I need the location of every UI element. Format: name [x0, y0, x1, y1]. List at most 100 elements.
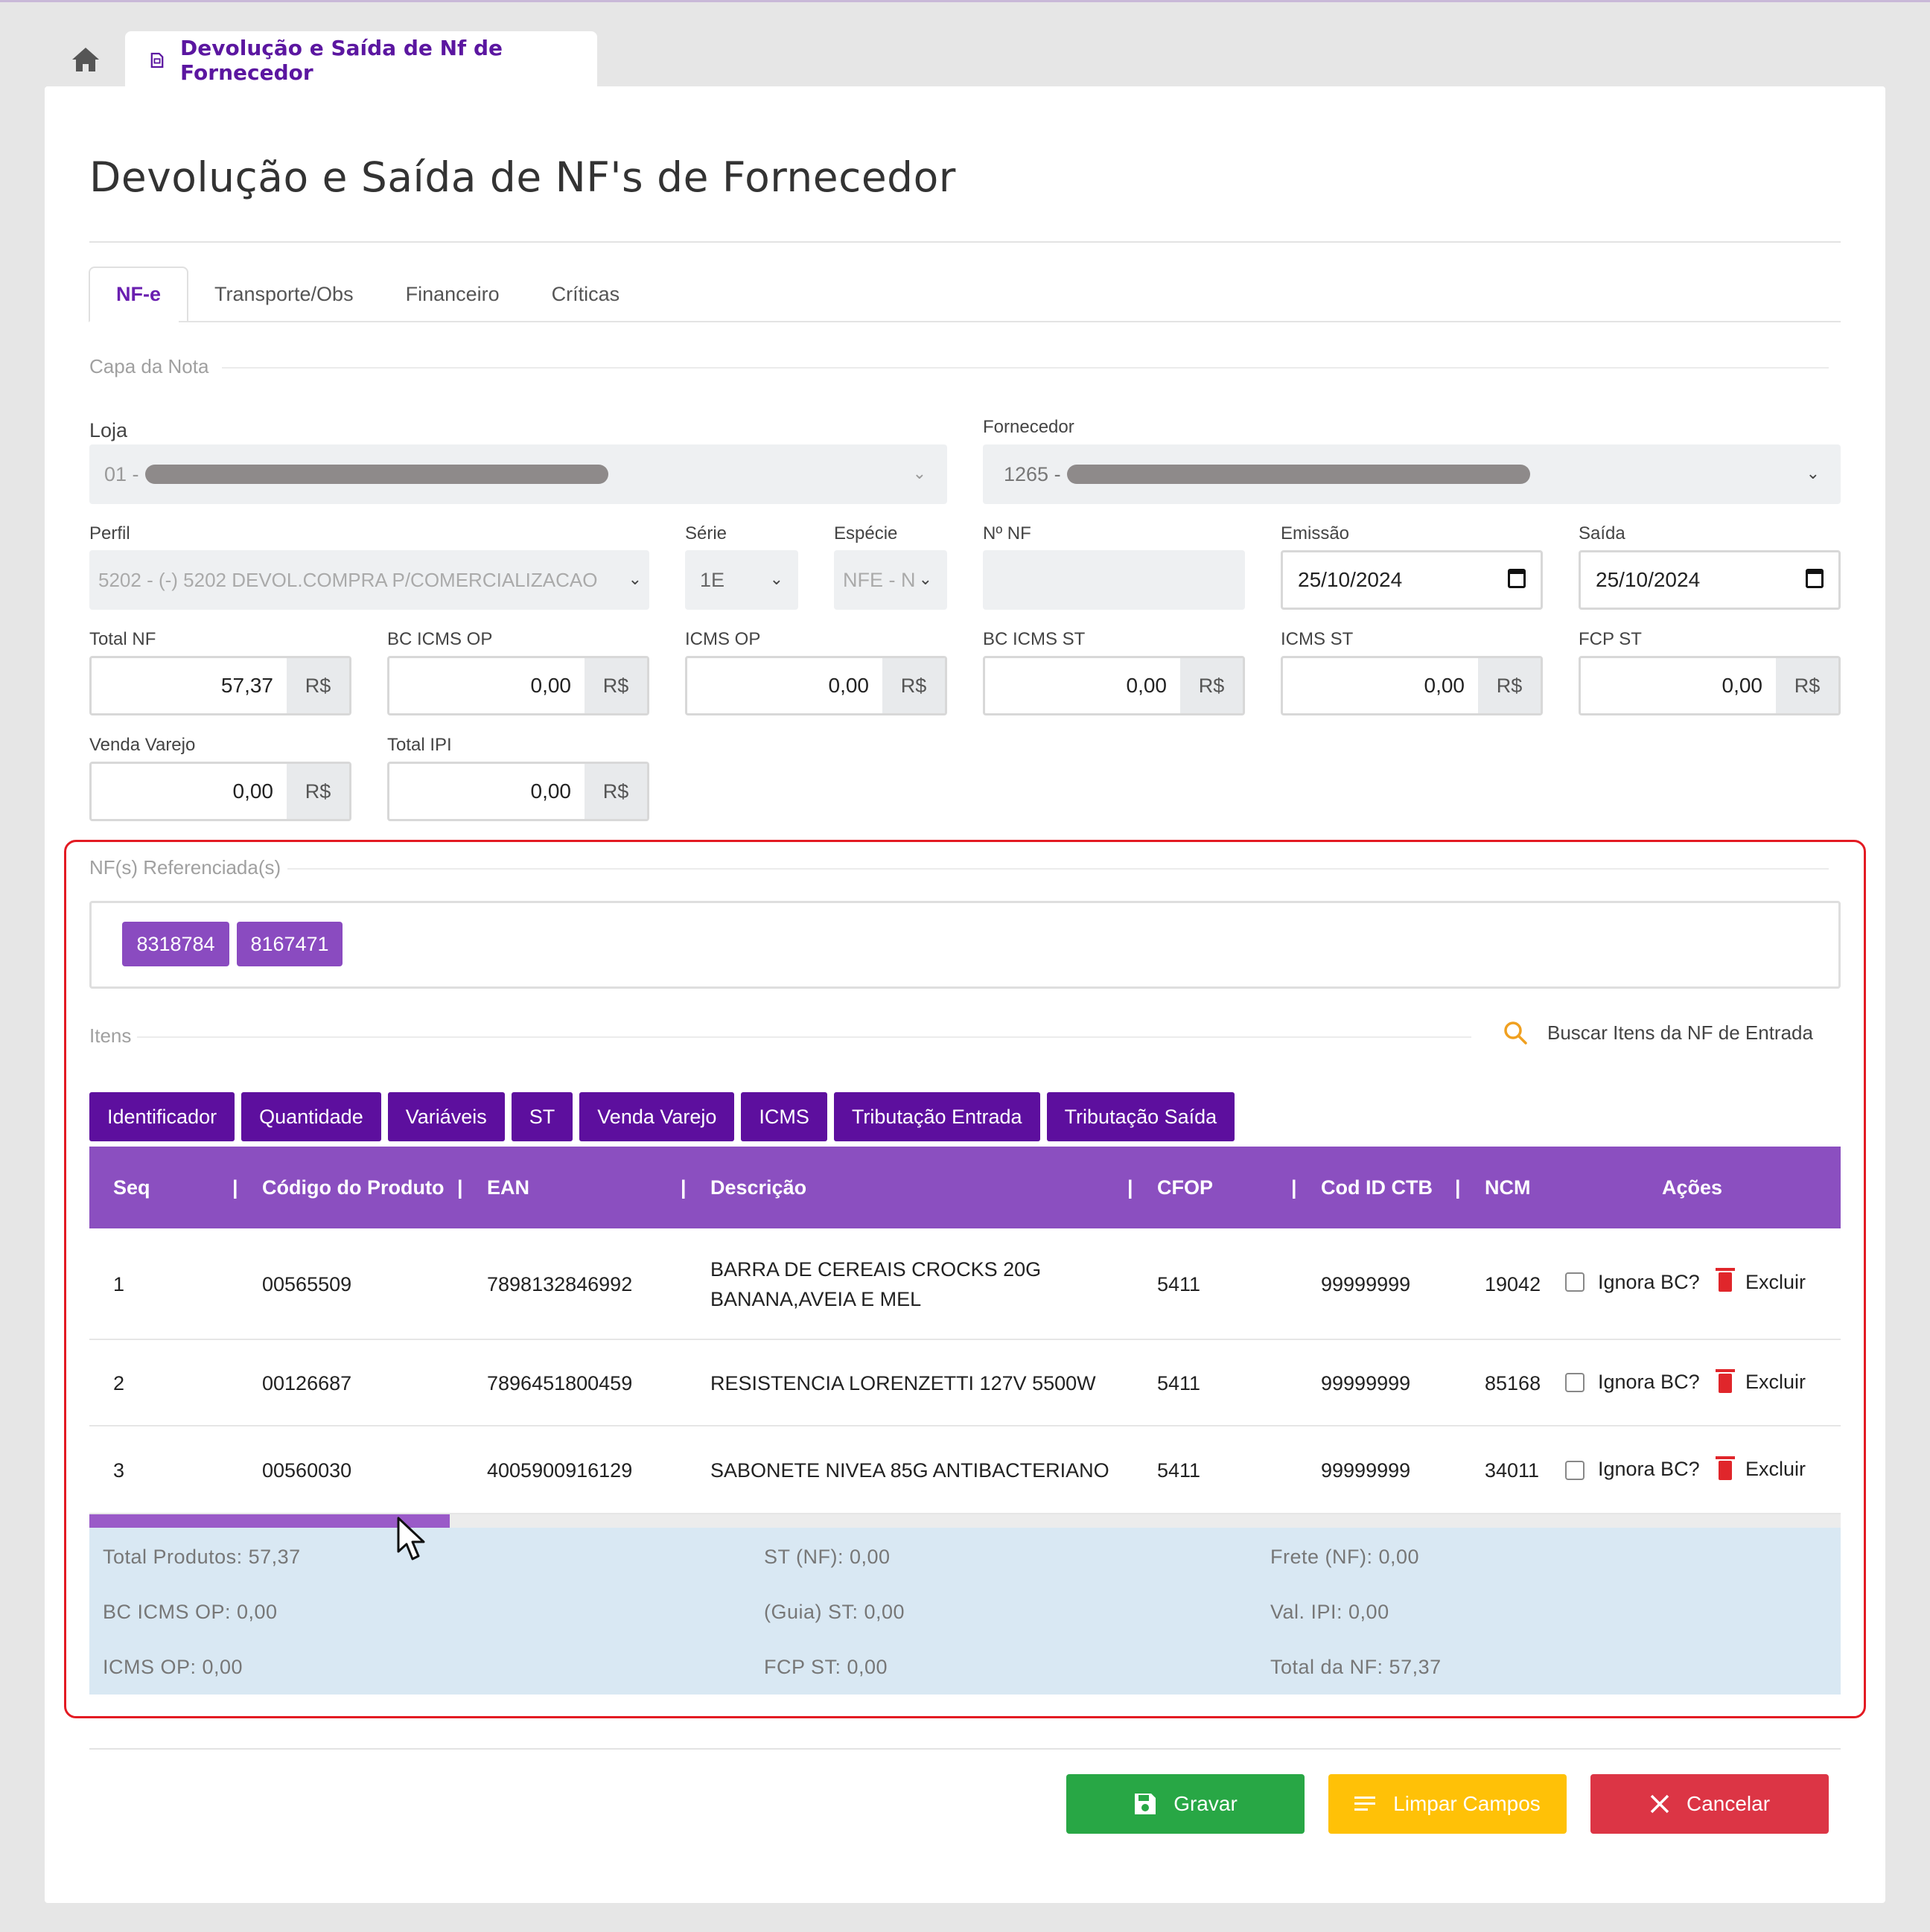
horizontal-scrollbar[interactable]: [89, 1514, 1841, 1528]
excluir-button[interactable]: Excluir: [1745, 1457, 1806, 1480]
column-toggle-buttons: Identificador Quantidade Variáveis ST Ve…: [89, 1092, 1235, 1141]
bc-icms-st-value: 0,00: [1126, 674, 1168, 697]
cancelar-button[interactable]: Cancelar: [1590, 1774, 1829, 1834]
saida-value: 25/10/2024: [1596, 568, 1701, 591]
ignora-bc-label: Ignora BC?: [1598, 1370, 1700, 1393]
trash-icon[interactable]: [1716, 1228, 1735, 1336]
checkbox-icon[interactable]: [1565, 1272, 1585, 1292]
th-ncm[interactable]: NCM: [1485, 1176, 1531, 1199]
total-da-nf: Total da NF: 57,37: [1270, 1656, 1442, 1678]
col-btn-tributacao-entrada[interactable]: Tributação Entrada: [833, 1092, 1040, 1141]
highlight-frame: [64, 840, 1866, 1718]
table-row: 3 00560030 4005900916129 SABONETE NIVEA …: [89, 1426, 1841, 1514]
checkbox-icon[interactable]: [1565, 1461, 1585, 1480]
th-ean[interactable]: EAN: [487, 1176, 530, 1199]
scrollbar-thumb[interactable]: [89, 1514, 450, 1528]
ignora-bc-checkbox[interactable]: [1565, 1426, 1585, 1514]
icms-st-input[interactable]: 0,00 R$: [1281, 656, 1543, 715]
excluir-button[interactable]: Excluir: [1745, 1370, 1806, 1393]
venda-varejo-input[interactable]: 0,00 R$: [89, 762, 351, 821]
trash-icon[interactable]: [1716, 1426, 1735, 1514]
total-icms-op: ICMS OP: 0,00: [103, 1656, 243, 1678]
total-nf-input[interactable]: 57,37 R$: [89, 656, 351, 715]
chevron-down-icon: ⌄: [918, 570, 932, 588]
especie-select[interactable]: NFE - N ⌄: [834, 550, 947, 610]
nro-nf-label: Nº NF: [983, 523, 1031, 543]
page-tab-label: Devolução e Saída de Nf de Fornecedor: [180, 36, 503, 85]
icms-st-label: ICMS ST: [1281, 629, 1354, 649]
home-tab[interactable]: [60, 37, 112, 82]
col-btn-st[interactable]: ST: [511, 1092, 573, 1141]
serie-select[interactable]: 1E ⌄: [685, 550, 798, 610]
referenciadas-box[interactable]: [89, 901, 1841, 989]
tab-financeiro[interactable]: Financeiro: [405, 283, 500, 305]
currency-addon: R$: [1478, 658, 1541, 713]
close-icon: [1650, 1794, 1669, 1814]
column-divider[interactable]: |: [457, 1176, 463, 1199]
bc-icms-op-input[interactable]: 0,00 R$: [387, 656, 649, 715]
column-divider[interactable]: |: [1127, 1176, 1133, 1199]
limpar-campos-button[interactable]: Limpar Campos: [1328, 1774, 1567, 1834]
page-tab[interactable]: Devolução e Saída de Nf de Fornecedor: [125, 31, 597, 89]
col-btn-venda-varejo[interactable]: Venda Varejo: [579, 1092, 735, 1141]
ignora-bc-checkbox[interactable]: [1565, 1228, 1585, 1336]
excluir-button[interactable]: Excluir: [1745, 1270, 1806, 1293]
fornecedor-select[interactable]: 1265 - ⌄: [983, 444, 1841, 504]
col-btn-tributacao-saida[interactable]: Tributação Saída: [1046, 1092, 1235, 1141]
fornecedor-value: 1265 -: [1004, 462, 1061, 485]
nf-chip[interactable]: 8318784: [122, 922, 229, 966]
emissao-input[interactable]: 25/10/2024: [1281, 550, 1543, 610]
fcp-st-input[interactable]: 0,00 R$: [1579, 656, 1841, 715]
col-btn-quantidade[interactable]: Quantidade: [241, 1092, 381, 1141]
col-btn-icms[interactable]: ICMS: [741, 1092, 827, 1141]
buscar-itens-button[interactable]: Buscar Itens da NF de Entrada: [1503, 1020, 1813, 1045]
th-codigo[interactable]: Código do Produto: [262, 1176, 445, 1199]
icms-op-input[interactable]: 0,00 R$: [685, 656, 947, 715]
referenciadas-legend-line: [287, 868, 1829, 870]
eraser-lines-icon: [1354, 1796, 1376, 1811]
tab-transporte[interactable]: Transporte/Obs: [214, 283, 354, 305]
th-cfop[interactable]: CFOP: [1157, 1176, 1214, 1199]
calendar-icon[interactable]: [1806, 569, 1824, 588]
nro-nf-input[interactable]: [983, 550, 1245, 610]
total-produtos: Total Produtos: 57,37: [103, 1546, 301, 1568]
cell-descricao: RESISTENCIA LORENZETTI 127V 5500W: [710, 1371, 1096, 1394]
subtabs-divider: [179, 321, 1841, 322]
checkbox-icon[interactable]: [1565, 1373, 1585, 1392]
footer-divider: [89, 1748, 1841, 1750]
ignora-bc-checkbox[interactable]: [1565, 1340, 1585, 1425]
total-ipi-input[interactable]: 0,00 R$: [387, 762, 649, 821]
th-descricao[interactable]: Descrição: [710, 1176, 807, 1199]
buscar-itens-label: Buscar Itens da NF de Entrada: [1547, 1021, 1813, 1044]
tab-nfe[interactable]: NF-e: [89, 267, 188, 322]
column-divider[interactable]: |: [1455, 1176, 1461, 1199]
column-divider[interactable]: |: [1291, 1176, 1297, 1199]
bc-icms-st-input[interactable]: 0,00 R$: [983, 656, 1245, 715]
referenciadas-legend: NF(s) Referenciada(s): [89, 856, 281, 879]
calendar-icon[interactable]: [1508, 569, 1526, 588]
cell-cfop: 5411: [1157, 1458, 1201, 1482]
bc-icms-st-label: BC ICMS ST: [983, 629, 1086, 649]
th-cod-id-ctb[interactable]: Cod ID CTB: [1321, 1176, 1433, 1199]
total-bc-icms-op: BC ICMS OP: 0,00: [103, 1601, 278, 1623]
save-icon: [1135, 1794, 1156, 1814]
cell-cod-id-ctb: 99999999: [1321, 1272, 1411, 1295]
trash-icon[interactable]: [1716, 1340, 1735, 1426]
currency-addon: R$: [1180, 658, 1243, 713]
fcp-st-label: FCP ST: [1579, 629, 1642, 649]
tab-criticas[interactable]: Críticas: [551, 283, 620, 305]
col-btn-variaveis[interactable]: Variáveis: [387, 1092, 505, 1141]
total-nf-value: 57,37: [220, 674, 273, 697]
col-btn-identificador[interactable]: Identificador: [89, 1092, 235, 1141]
loja-select[interactable]: 01 - ⌄: [89, 444, 947, 504]
th-seq[interactable]: Seq: [113, 1176, 150, 1199]
column-divider[interactable]: |: [232, 1176, 238, 1199]
column-divider[interactable]: |: [681, 1176, 687, 1199]
perfil-select[interactable]: 5202 - (-) 5202 DEVOL.COMPRA P/COMERCIAL…: [89, 550, 649, 610]
perfil-value: 5202 - (-) 5202 DEVOL.COMPRA P/COMERCIAL…: [98, 568, 598, 591]
icms-st-value: 0,00: [1424, 674, 1465, 697]
nf-chip[interactable]: 8167471: [237, 922, 343, 966]
emissao-value: 25/10/2024: [1298, 568, 1403, 591]
gravar-button[interactable]: Gravar: [1066, 1774, 1305, 1834]
saida-input[interactable]: 25/10/2024: [1579, 550, 1841, 610]
